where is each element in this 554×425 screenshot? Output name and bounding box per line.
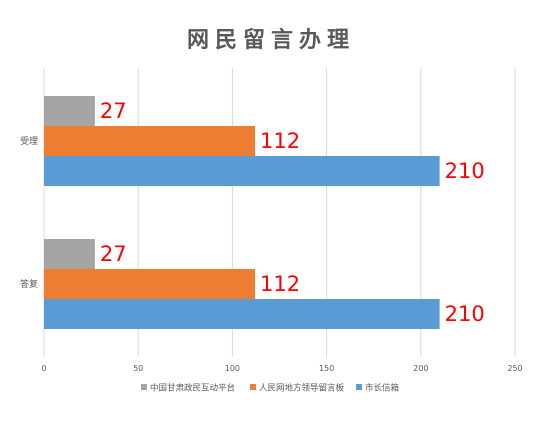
data-label: 210 [445, 302, 485, 326]
legend-label: 人民网地方领导留言板 [259, 383, 345, 394]
data-label: 112 [260, 129, 300, 153]
legend-label: 市长信箱 [365, 383, 400, 394]
category-label: 受理 [20, 135, 38, 147]
x-tick-label: 50 [133, 364, 143, 373]
legend-label: 中国甘肃政民互动平台 [150, 383, 235, 394]
data-labels: 27 112 210 27 112 210 [100, 99, 485, 326]
data-label: 112 [260, 272, 300, 296]
data-label: 210 [445, 159, 485, 183]
bars [44, 96, 440, 329]
x-tick-label: 250 [507, 364, 522, 373]
x-tick-label: 100 [225, 364, 240, 373]
legend-swatch [250, 384, 256, 390]
data-label: 27 [100, 99, 127, 123]
x-tick-label: 150 [319, 364, 334, 373]
chart-title: 网民留言办理 [187, 27, 355, 53]
data-label: 27 [100, 242, 127, 266]
bar [44, 156, 440, 186]
bar [44, 299, 440, 329]
bar [44, 269, 256, 299]
x-tick-label: 200 [413, 364, 428, 373]
category-label: 答复 [20, 278, 38, 290]
legend: 中国甘肃政民互动平台 人民网地方领导留言板 市长信箱 [141, 383, 400, 394]
legend-swatch [141, 384, 147, 390]
bar [44, 126, 256, 156]
bar [44, 96, 95, 126]
bar [44, 239, 95, 269]
x-tick-label: 0 [41, 364, 46, 373]
legend-swatch [356, 384, 362, 390]
